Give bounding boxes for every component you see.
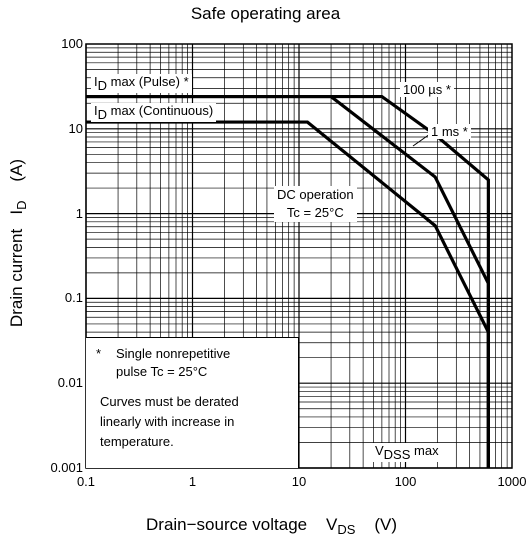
note2-line1: Curves must be derated: [100, 394, 239, 409]
x-tick-label: 0.1: [76, 474, 96, 489]
y-tick-label: 10: [68, 120, 83, 136]
x-axis-label-text: Drain−source voltage: [146, 515, 308, 534]
y-tick-label: 0.01: [57, 375, 83, 391]
x-tick-label: 1: [188, 474, 197, 489]
vdss-sym: V: [375, 443, 384, 458]
note2-line2: linearly with increase in: [100, 414, 235, 429]
dc-line1: DC operation: [277, 187, 354, 202]
note2-line3: temperature.: [100, 434, 174, 449]
note1-star: *: [96, 346, 102, 361]
vdss-max-label: VDSS max: [372, 443, 442, 462]
x-axis-unit: (V): [374, 515, 398, 534]
vdss-sub: DSS: [383, 447, 411, 462]
label-100us: 100 µs *: [400, 82, 454, 97]
cont-max-sym: I: [94, 103, 98, 118]
note1-line1: Single nonrepetitive: [116, 346, 231, 361]
plot-frame: [85, 43, 513, 469]
vdss-rest: max: [410, 443, 439, 458]
notes-box: * Single nonrepetitive pulse Tc = 25°C C…: [86, 337, 299, 468]
x-tick-label: 10: [291, 474, 307, 489]
pulse-max-sub: D: [97, 78, 108, 93]
label-1ms-leader: [412, 133, 431, 147]
pulse-max-rest: max (Pulse) *: [107, 74, 189, 89]
x-axis-label: Drain−source voltage VDS (V): [146, 515, 397, 537]
y-tick-label: 1: [75, 205, 83, 221]
label-1ms: 1 ms *: [428, 124, 471, 139]
y-tick-label: 0.001: [50, 460, 83, 475]
x-tick-label: 100: [394, 474, 417, 489]
note1-line2: pulse Tc = 25°C: [116, 364, 208, 379]
x-axis-symbol-sub: DS: [337, 522, 356, 537]
dc-line2: Tc = 25°C: [286, 205, 344, 220]
continuous-max-label: ID max (Continuous): [91, 103, 217, 122]
y-tick-label: 100: [61, 36, 83, 51]
x-axis-symbol: V: [326, 515, 338, 534]
dc-operation-label: DC operation Tc = 25°C: [274, 186, 357, 222]
pulse-max-sym: I: [94, 74, 98, 89]
cont-max-rest: max (Continuous): [107, 103, 214, 118]
pulse-max-label: ID max (Pulse) *: [91, 74, 192, 93]
y-tick-label: 0.1: [64, 290, 83, 306]
x-tick-label: 1000: [497, 474, 527, 489]
chart-title: Safe operating area: [190, 4, 341, 23]
cont-max-sub: D: [97, 107, 108, 122]
